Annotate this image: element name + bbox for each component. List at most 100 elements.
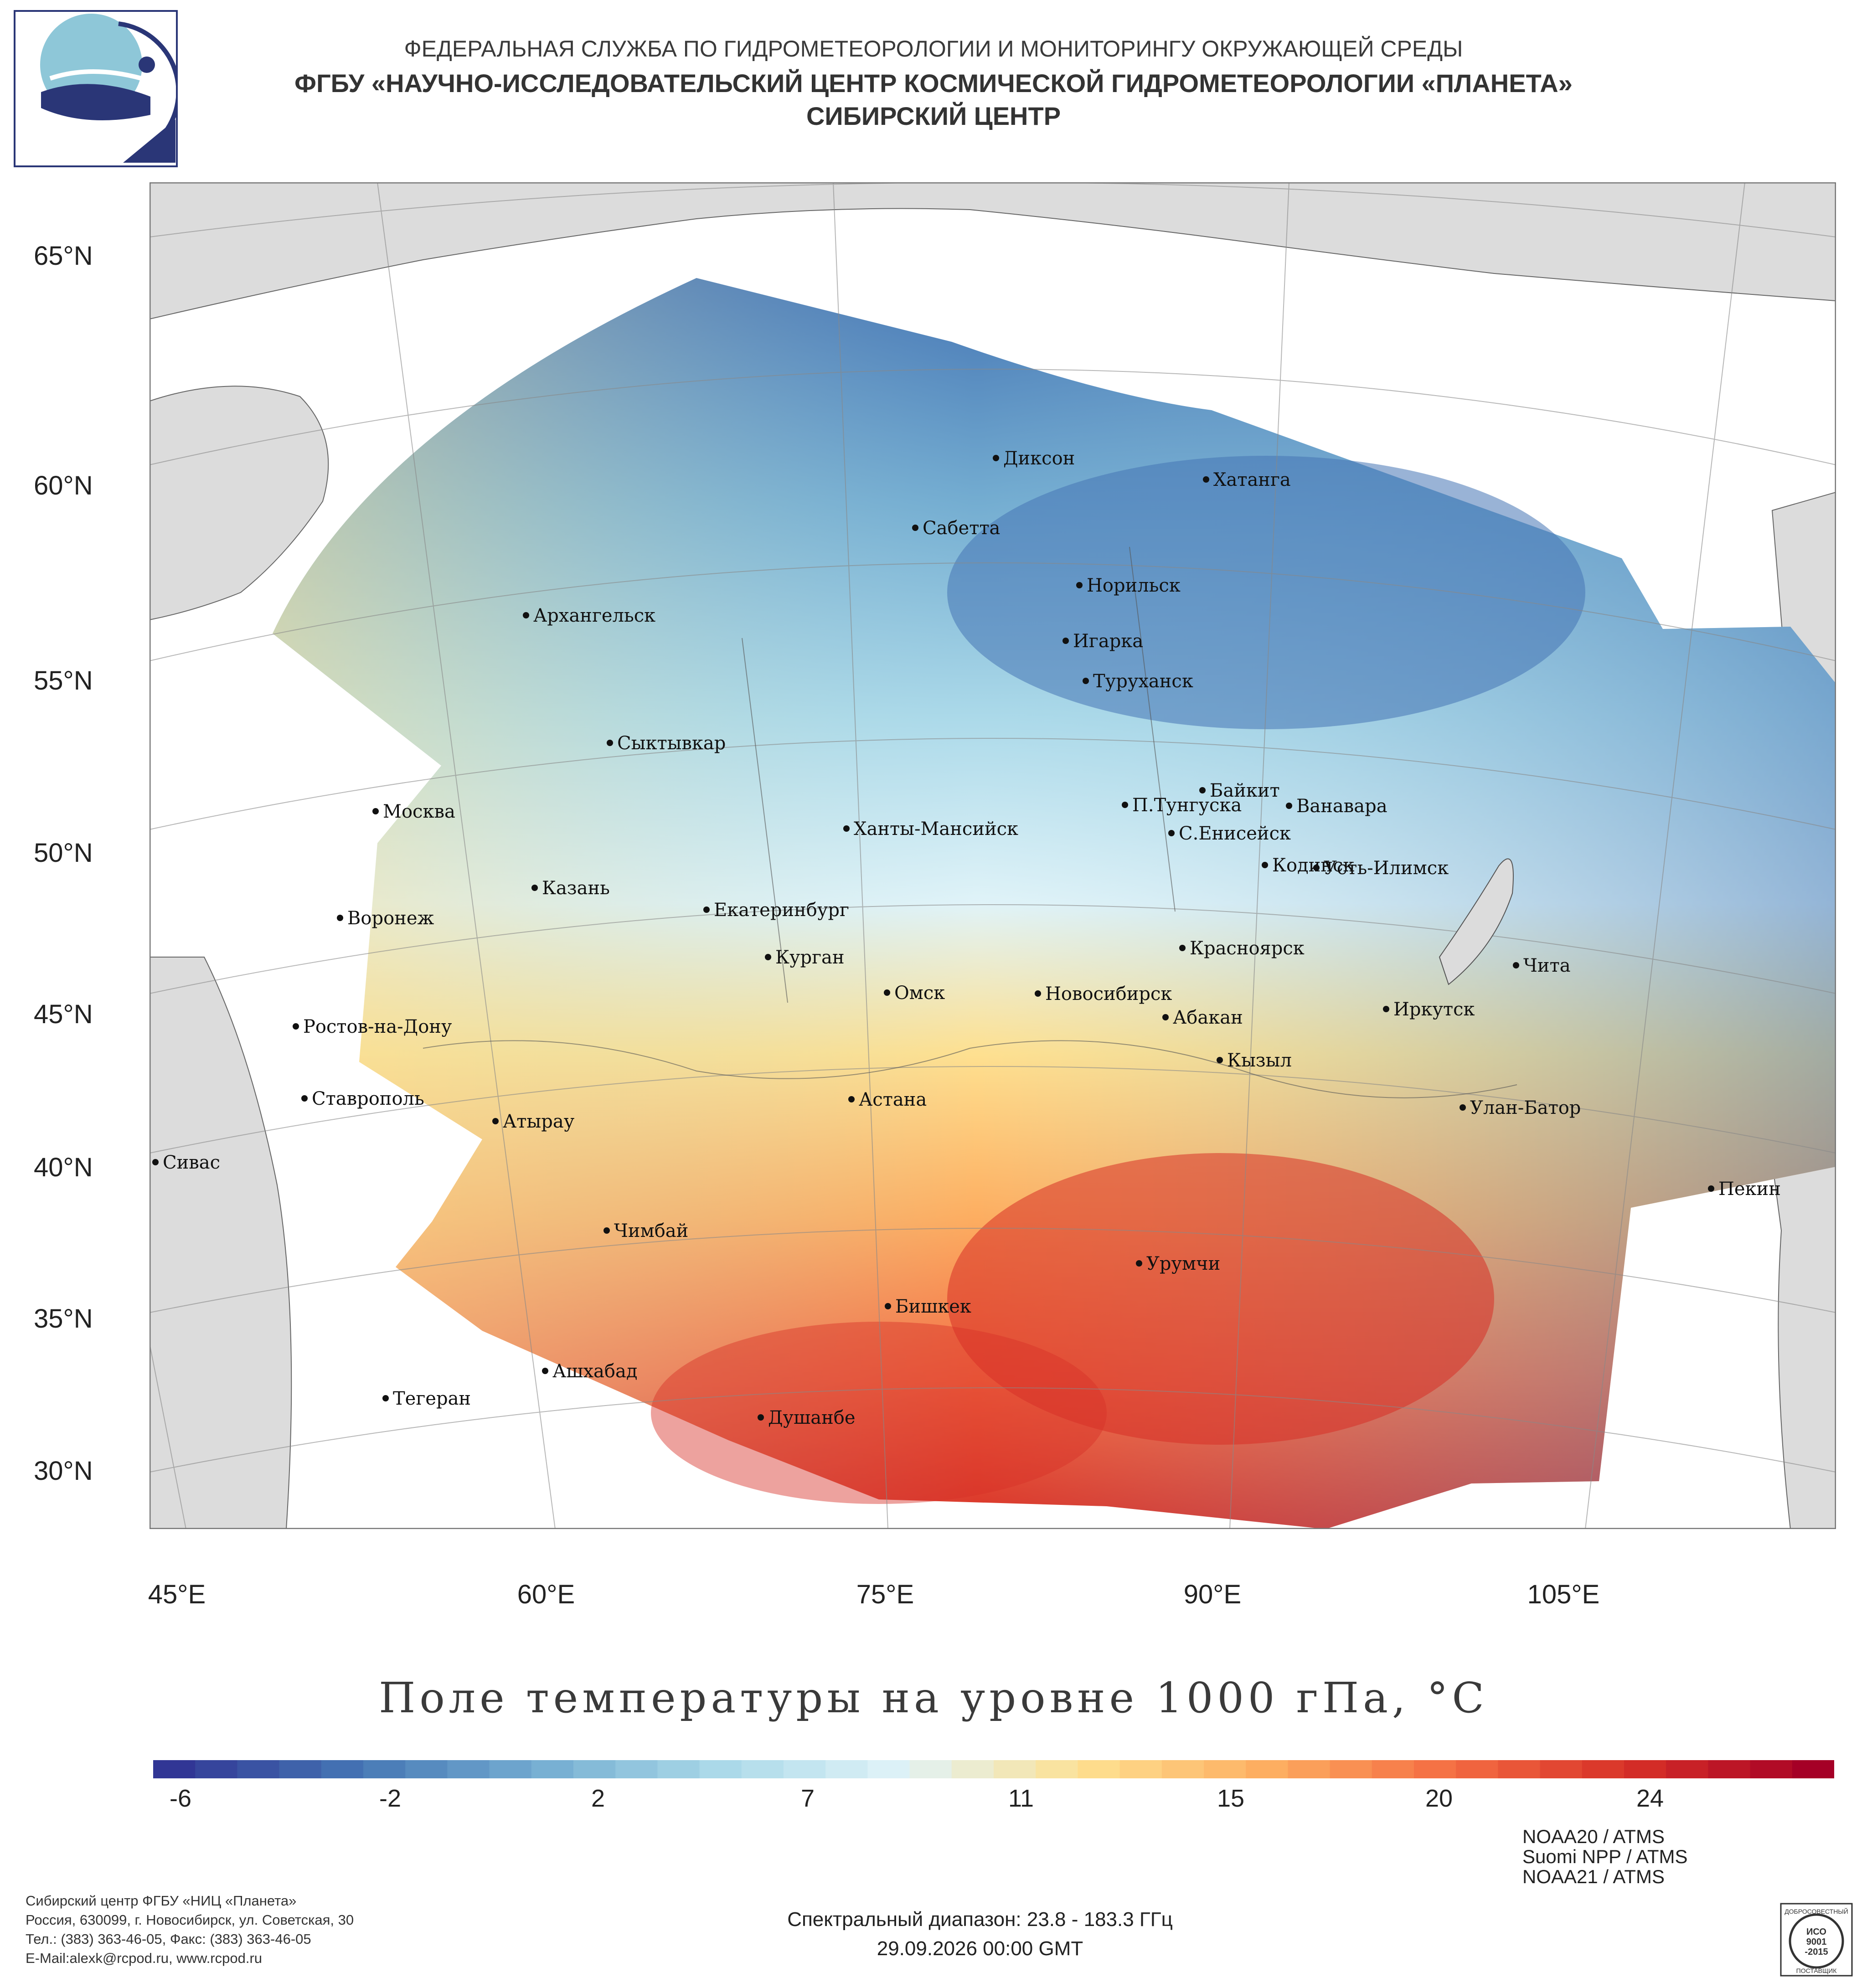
- colorbar-segment: [363, 1760, 406, 1778]
- lat-label-50: 50°N: [34, 838, 93, 868]
- caspian-area-land: [150, 957, 292, 1529]
- colorbar-tick: -6: [169, 1785, 192, 1812]
- east-coast-land: [1771, 1148, 1836, 1529]
- colorbar: [153, 1760, 1834, 1778]
- city-dot: [382, 1395, 389, 1401]
- city-markers: Диксон Хатанга Сабетта Норильск Архангельск И…: [152, 448, 1781, 1428]
- city-marker: Кодинск: [1262, 855, 1354, 876]
- cert-bottom-text: ПОСТАВЩИК: [1796, 1967, 1837, 1974]
- colorbar-segment: [741, 1760, 784, 1778]
- city-marker: Душанбе: [758, 1407, 856, 1428]
- colorbar-segment: [573, 1760, 616, 1778]
- satellite-item: Suomi NPP / ATMS: [1522, 1846, 1688, 1867]
- city-dot: [301, 1095, 308, 1102]
- city-dot: [337, 915, 343, 921]
- colorbar-segment: [1246, 1760, 1288, 1778]
- city-marker: Кызыл: [1217, 1050, 1292, 1071]
- org-line-federal: ФЕДЕРАЛЬНАЯ СЛУЖБА ПО ГИДРОМЕТЕОРОЛОГИИ …: [404, 36, 1463, 62]
- city-dot: [1286, 803, 1292, 809]
- city-marker: Чита: [1513, 955, 1571, 976]
- colorbar-segment: [867, 1760, 910, 1778]
- city-label: Ванавара: [1296, 796, 1387, 817]
- colorbar-segment: [531, 1760, 574, 1778]
- city-marker: Иркутск: [1383, 999, 1475, 1020]
- city-label: Кызыл: [1227, 1050, 1292, 1071]
- city-label: Тегеран: [393, 1388, 471, 1409]
- lat-label-40: 40°N: [34, 1153, 93, 1182]
- city-marker: С.Енисейск: [1168, 823, 1291, 844]
- colorbar-segment: [1750, 1760, 1793, 1778]
- city-marker: Екатеринбург: [703, 900, 849, 921]
- city-label: Улан-Батор: [1470, 1097, 1581, 1118]
- colorbar-segment: [1204, 1760, 1246, 1778]
- city-dot: [912, 525, 918, 531]
- lon-label-105: 105°E: [1527, 1580, 1600, 1609]
- city-label: Новосибирск: [1045, 984, 1172, 1004]
- iso-certificate-badge: ДОБРОСОВЕСТНЫЙ ИСО 9001 -2015 ПОСТАВЩИК: [1780, 1903, 1853, 1977]
- city-marker: Тегеран: [382, 1388, 471, 1409]
- colorbar-segment: [1792, 1760, 1834, 1778]
- org-line-institute: ФГБУ «НАУЧНО-ИССЛЕДОВАТЕЛЬСКИЙ ЦЕНТР КОС…: [294, 69, 1573, 98]
- city-dot: [1162, 1014, 1169, 1020]
- city-label: Ростов-на-Дону: [303, 1016, 452, 1037]
- city-label: Диксон: [1003, 448, 1075, 469]
- colorbar-segment: [951, 1760, 994, 1778]
- city-dot: [607, 740, 613, 746]
- city-dot: [293, 1023, 299, 1030]
- city-marker: П.Тунгуска: [1122, 795, 1242, 816]
- org-contact-block: Сибирский центр ФГБУ «НИЦ «Планета» Росс…: [26, 1891, 354, 1968]
- colorbar-segment: [237, 1760, 280, 1778]
- city-label: Кодинск: [1272, 855, 1354, 876]
- colorbar-tick: 7: [800, 1785, 815, 1812]
- city-marker: Абакан: [1162, 1007, 1243, 1028]
- lat-label-55: 55°N: [34, 666, 93, 695]
- product-info: Спектральный диапазон: 23.8 - 183.3 ГГц …: [675, 1905, 1285, 1963]
- colorbar-tick: 15: [1217, 1785, 1245, 1812]
- satellite-item: NOAA21 / ATMS: [1522, 1866, 1665, 1887]
- city-label: Урумчи: [1146, 1253, 1220, 1274]
- colorbar-segment: [1288, 1760, 1331, 1778]
- graticule: [150, 182, 1836, 1529]
- planeta-logo: [14, 10, 178, 167]
- hot-core: [947, 1153, 1494, 1445]
- city-dot: [1708, 1185, 1714, 1192]
- city-dot: [885, 1303, 891, 1309]
- colorbar-segment: [1456, 1760, 1498, 1778]
- city-label: Чимбай: [614, 1221, 688, 1241]
- city-label: П.Тунгуска: [1132, 795, 1242, 816]
- city-dot: [1083, 678, 1089, 684]
- cert-number-text: 9001: [1806, 1937, 1827, 1947]
- city-dot: [1179, 945, 1186, 951]
- colorbar-segment: [825, 1760, 868, 1778]
- city-marker: Сыктывкар: [607, 733, 726, 754]
- city-dot: [603, 1227, 610, 1234]
- city-dot: [531, 885, 538, 891]
- city-marker: Атырау: [492, 1111, 575, 1132]
- city-marker: Усть-Илимск: [1313, 858, 1449, 879]
- city-label: Сыктывкар: [617, 733, 726, 754]
- colorbar-segment: [195, 1760, 237, 1778]
- city-dot: [372, 808, 379, 814]
- colorbar-segment: [1330, 1760, 1372, 1778]
- org-phone: Тел.: (383) 363-46-05, Факс: (383) 363-4…: [26, 1931, 311, 1947]
- city-marker: Астана: [848, 1089, 927, 1110]
- city-dot: [1203, 476, 1209, 483]
- city-label: Астана: [859, 1089, 927, 1110]
- colorbar-segment: [1624, 1760, 1666, 1778]
- colorbar-segment: [1414, 1760, 1456, 1778]
- colorbar-segment: [1498, 1760, 1541, 1778]
- colorbar-segment: [699, 1760, 742, 1778]
- city-label: Красноярск: [1190, 938, 1305, 959]
- city-dot: [542, 1368, 548, 1374]
- city-dot: [1313, 865, 1320, 871]
- city-dot: [1168, 830, 1175, 836]
- city-marker: Хатанга: [1203, 469, 1291, 490]
- city-marker: Ростов-на-Дону: [293, 1016, 452, 1037]
- city-label: Сабетта: [923, 518, 1000, 539]
- lat-label-45: 45°N: [34, 999, 93, 1029]
- city-marker: Бишкек: [885, 1296, 971, 1317]
- product-datetime: 29.09.2026 00:00 GMT: [877, 1937, 1083, 1960]
- city-marker: Воронеж: [337, 908, 434, 929]
- city-dot: [703, 906, 710, 913]
- city-dot: [1062, 638, 1069, 644]
